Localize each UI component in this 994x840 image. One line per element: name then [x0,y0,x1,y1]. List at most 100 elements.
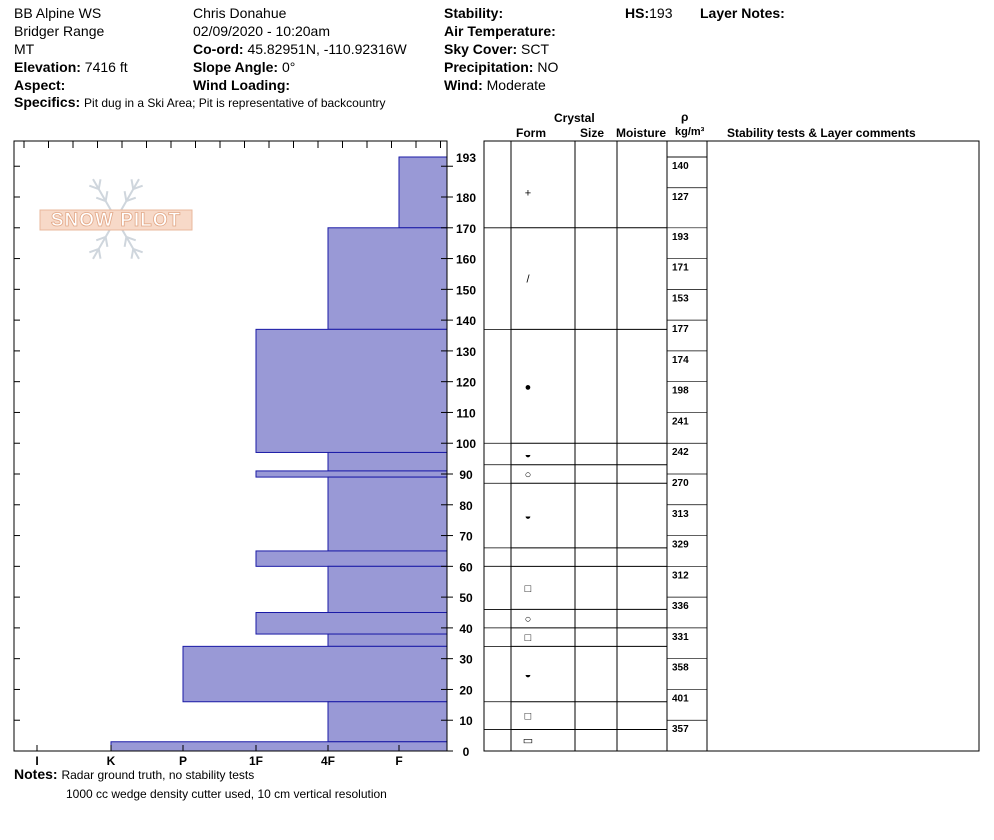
grain-form-symbol: □ [525,583,532,595]
density-value: 358 [672,663,689,674]
hardness-bar [327,451,448,472]
density-value: 193 [672,232,689,243]
columns-frame [483,140,980,752]
density-value: 241 [672,416,689,427]
aspect-row: Aspect: [14,76,65,94]
hardness-bar [110,741,448,752]
coord-row: Co-ord: 45.82951N, -110.92316W [193,40,407,58]
height-tick-label: 150 [456,283,476,297]
height-tick-label: 0 [463,745,470,759]
hs-value: 193 [649,5,673,21]
height-tick-label: 193 [456,151,476,165]
snowflake-branch [132,184,143,191]
grain-form-symbol: ● [525,381,532,393]
density-value: 312 [672,570,689,581]
notes-line2: 1000 cc wedge density cutter used, 10 cm… [66,787,387,801]
slope-value: 0° [281,59,296,75]
height-tick-label: 50 [459,591,473,605]
size-header: Size [580,126,604,140]
notes-row: Notes: Radar ground truth, no stability … [14,766,254,782]
moisture-header: Moisture [616,126,666,140]
snowflake-branch [97,248,102,259]
snowflake-branch [104,191,109,202]
height-tick-label: 120 [456,376,476,390]
air-temp-label: Air Temperature: [444,23,556,39]
hardness-tick-label: P [179,754,187,768]
hardness-tick-label: K [107,754,116,768]
notes-line1: Radar ground truth, no stability tests [61,768,255,782]
notes-label: Notes: [14,766,58,782]
grain-form-symbol: □ [525,711,532,723]
hs-row: HS:193 [625,4,672,22]
hardness-bar [255,470,448,478]
hardness-tick-label: 4F [321,754,335,768]
grain-form-symbol: ◒ [525,449,532,461]
density-value: 357 [672,724,689,735]
slope-row: Slope Angle: 0° [193,58,295,76]
height-tick-label: 100 [456,437,476,451]
hardness-bar [255,612,448,635]
height-tick-label: 170 [456,222,476,236]
slope-label: Slope Angle: [193,59,279,75]
density-value: 270 [672,478,689,489]
grain-form-symbol: ○ [525,469,532,481]
elevation-row: Elevation: 7416 ft [14,58,128,76]
hardness-bar [182,645,448,703]
wind-loading-row: Wind Loading: [193,76,290,94]
air-temp-row: Air Temperature: [444,22,556,40]
elevation-value: 7416 ft [84,59,128,75]
snowflake-branch [123,236,128,247]
specifics-value: Pit dug in a Ski Area; Pit is representa… [84,96,386,110]
snowflake-branch [95,196,106,203]
precip-label: Precipitation: [444,59,534,75]
snowpilot-logo: SNOW PILOT [39,178,193,260]
grain-form-symbol: ◒ [525,511,532,523]
range-name: Bridger Range [14,23,105,39]
density-value: 313 [672,509,689,520]
density-value: 329 [672,540,689,551]
density-value: 127 [672,192,689,203]
wind-label: Wind: [444,77,483,93]
snowflake-branch [97,179,102,190]
height-tick-label: 10 [459,714,473,728]
snowflake-branch [89,247,100,254]
crystal-header: Crystal [554,111,595,125]
hardness-tick-label: 1F [249,754,263,768]
density-unit-header: kg/m³ [675,126,705,138]
height-tick-label: 180 [456,191,476,205]
height-tick-label: 60 [459,560,473,574]
coord-label: Co-ord: [193,41,244,57]
density-value: 177 [672,324,689,335]
density-value: 153 [672,293,689,304]
density-value: 401 [672,693,689,704]
hs-label: HS: [625,5,650,21]
hardness-bar [398,156,448,229]
specifics-label: Specifics: [14,94,81,110]
hardness-bar [327,633,448,647]
density-value: 140 [672,161,689,172]
grain-form-symbol: ◒ [525,669,532,681]
hardness-frame [13,140,448,752]
specifics-row: Specifics: Pit dug in a Ski Area; Pit is… [14,94,386,110]
height-tick-label: 160 [456,253,476,267]
observation-datetime: 02/09/2020 - 10:20am [193,23,330,39]
stability-row: Stability: [444,4,503,22]
snowflake-branch [132,247,143,254]
grain-form-symbol: ▭ [523,735,533,747]
height-tick-label: 80 [459,499,473,513]
layer-notes-label: Layer Notes: [700,5,785,21]
grain-form-symbol: / [526,274,530,286]
height-tick-label: 70 [459,530,473,544]
density-value: 331 [672,632,689,643]
snowflake-branch [95,235,106,242]
precip-row: Precipitation: NO [444,58,558,76]
snowflake-branch [130,248,135,259]
hardness-bar [327,701,448,743]
wind-row: Wind: Moderate [444,76,546,94]
height-tick-label: 140 [456,314,476,328]
svg-text:SNOW PILOT: SNOW PILOT [51,210,181,231]
rho-header: ρ [681,110,688,124]
form-header: Form [516,126,546,140]
precip-value: NO [537,59,559,75]
